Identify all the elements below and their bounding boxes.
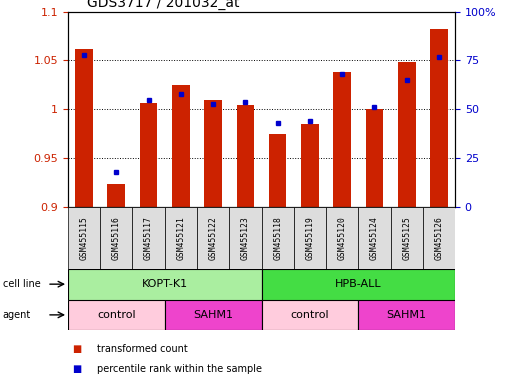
Bar — [358, 300, 455, 330]
Text: GSM455118: GSM455118 — [273, 216, 282, 260]
Bar — [423, 207, 455, 269]
Bar — [358, 207, 391, 269]
Bar — [68, 207, 100, 269]
Bar — [100, 207, 132, 269]
Bar — [262, 269, 455, 300]
Text: transformed count: transformed count — [97, 344, 188, 354]
Bar — [294, 207, 326, 269]
Bar — [333, 72, 351, 207]
Text: GSM455125: GSM455125 — [402, 216, 411, 260]
Bar — [108, 184, 125, 207]
Bar — [165, 207, 197, 269]
Bar — [366, 109, 383, 207]
Bar — [172, 85, 190, 207]
Text: GSM455117: GSM455117 — [144, 216, 153, 260]
Text: GSM455122: GSM455122 — [209, 216, 218, 260]
Text: SAHM1: SAHM1 — [193, 310, 233, 320]
Bar — [197, 207, 229, 269]
Text: GSM455115: GSM455115 — [79, 216, 88, 260]
Text: control: control — [97, 310, 135, 320]
Text: agent: agent — [3, 310, 31, 320]
Bar — [398, 63, 415, 207]
Bar — [301, 124, 319, 207]
Bar — [236, 104, 254, 207]
Text: GSM455124: GSM455124 — [370, 216, 379, 260]
Text: GSM455119: GSM455119 — [305, 216, 314, 260]
Text: ■: ■ — [73, 364, 86, 374]
Text: GSM455116: GSM455116 — [112, 216, 121, 260]
Bar — [262, 300, 358, 330]
Bar — [262, 207, 294, 269]
Bar — [269, 134, 287, 207]
Text: cell line: cell line — [3, 279, 40, 289]
Text: control: control — [291, 310, 329, 320]
Bar — [391, 207, 423, 269]
Text: GSM455126: GSM455126 — [435, 216, 444, 260]
Text: KOPT-K1: KOPT-K1 — [142, 279, 188, 289]
Text: HPB-ALL: HPB-ALL — [335, 279, 382, 289]
Text: GSM455120: GSM455120 — [338, 216, 347, 260]
Bar — [132, 207, 165, 269]
Bar — [140, 103, 157, 207]
Bar — [75, 49, 93, 207]
Bar — [326, 207, 358, 269]
Text: SAHM1: SAHM1 — [386, 310, 427, 320]
Bar — [204, 99, 222, 207]
Text: GSM455121: GSM455121 — [176, 216, 185, 260]
Text: GDS3717 / 201032_at: GDS3717 / 201032_at — [87, 0, 240, 10]
Bar — [430, 29, 448, 207]
Text: ■: ■ — [73, 344, 86, 354]
Bar — [229, 207, 262, 269]
Bar — [68, 300, 165, 330]
Text: GSM455123: GSM455123 — [241, 216, 250, 260]
Bar — [68, 269, 262, 300]
Bar — [165, 300, 262, 330]
Text: percentile rank within the sample: percentile rank within the sample — [97, 364, 262, 374]
